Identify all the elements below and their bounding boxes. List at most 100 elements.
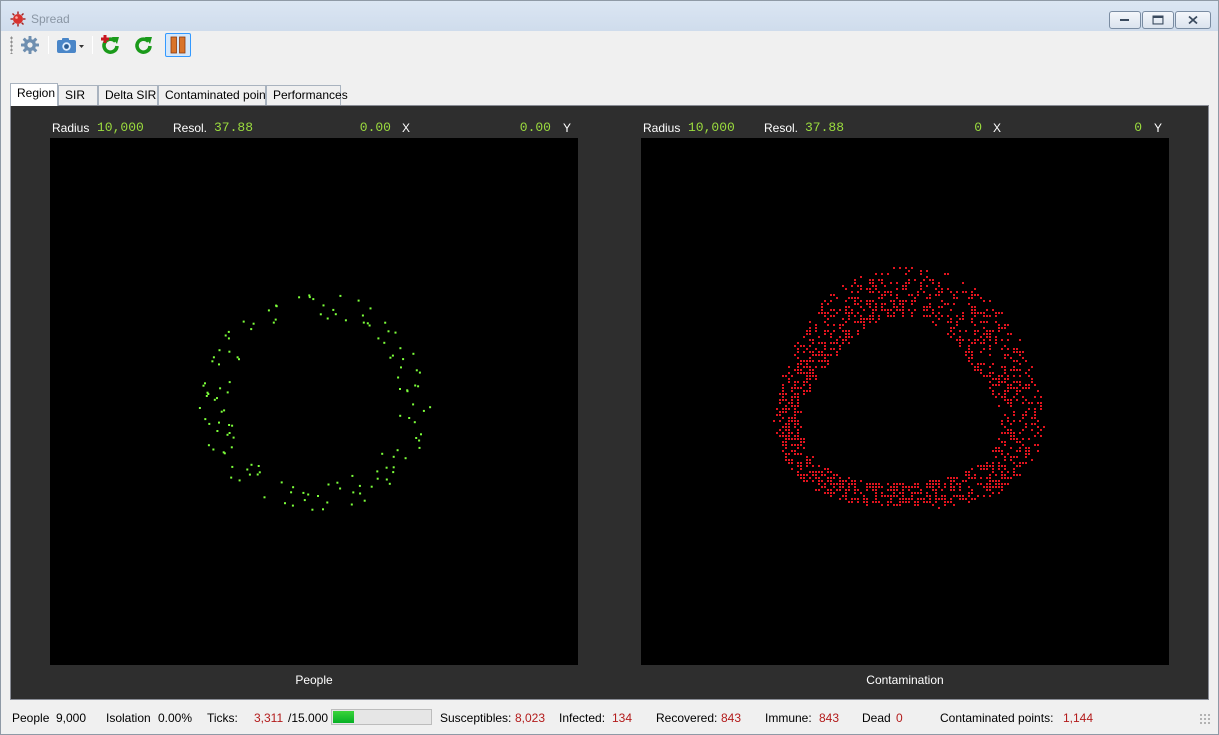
contaminated-cell <box>899 492 901 494</box>
contaminated-cell <box>842 495 844 497</box>
reset-new-button[interactable] <box>98 33 124 57</box>
contaminated-cell <box>905 273 907 275</box>
contaminated-cell <box>806 330 808 332</box>
contaminated-cell <box>875 306 877 308</box>
contaminated-cell <box>944 498 946 500</box>
tab-sir[interactable]: SIR <box>58 85 98 105</box>
contaminated-cell <box>854 300 856 302</box>
contaminated-cell <box>977 294 979 296</box>
contaminated-cell <box>989 366 991 368</box>
minimize-button[interactable] <box>1109 11 1141 29</box>
contaminated-cell <box>1004 354 1006 356</box>
contaminated-cell <box>908 309 910 311</box>
contaminated-cell <box>911 486 913 488</box>
toolbar <box>4 31 1214 59</box>
contaminated-cell <box>986 462 988 464</box>
contaminated-cell <box>908 498 910 500</box>
contaminated-cell <box>1019 381 1021 383</box>
contaminated-cell <box>794 423 796 425</box>
immune-label: Immune: <box>765 711 812 725</box>
contaminated-cell <box>1007 348 1009 350</box>
contaminated-cell <box>788 435 790 437</box>
settings-button[interactable] <box>17 33 43 57</box>
contaminated-cell <box>854 489 856 491</box>
tab-contaminated-points[interactable]: Contaminated points <box>158 85 275 105</box>
person-dot <box>418 439 421 442</box>
contaminated-cell <box>935 294 937 296</box>
contaminated-cell <box>1037 444 1039 446</box>
contaminated-cell <box>989 486 991 488</box>
contaminated-cell <box>788 462 790 464</box>
resize-grip[interactable] <box>1199 713 1211 725</box>
contaminated-cell <box>980 477 982 479</box>
contaminated-cell <box>956 321 958 323</box>
contaminated-cell <box>833 309 835 311</box>
contaminated-cell <box>968 471 970 473</box>
contaminated-cell <box>950 501 952 503</box>
screenshot-dropdown-button[interactable] <box>55 33 87 57</box>
contaminated-cell <box>824 486 826 488</box>
contaminated-cell <box>887 489 889 491</box>
contaminated-cell <box>821 342 823 344</box>
contaminated-cell <box>845 288 847 290</box>
contaminated-cell <box>833 492 835 494</box>
restart-button[interactable] <box>131 33 157 57</box>
contaminated-cell <box>875 321 877 323</box>
contaminated-cell <box>896 489 898 491</box>
contaminated-cell <box>797 411 799 413</box>
contaminated-cell <box>875 486 877 488</box>
contaminated-cell <box>1016 399 1018 401</box>
contaminated-cell <box>959 486 961 488</box>
contaminated-cell <box>983 495 985 497</box>
tab-performances[interactable]: Performances <box>266 85 348 105</box>
contaminated-cell <box>956 315 958 317</box>
person-dot <box>319 313 322 316</box>
person-dot <box>322 304 325 307</box>
contaminated-cell <box>917 492 919 494</box>
contaminated-cell <box>839 336 841 338</box>
contaminated-cell <box>1022 396 1024 398</box>
title-bar[interactable]: Spread <box>1 1 1218 31</box>
contaminated-cell <box>920 273 922 275</box>
tab-delta-sir[interactable]: Delta SIR <box>98 85 158 105</box>
contaminated-cell <box>971 351 973 353</box>
pause-button[interactable] <box>165 33 191 57</box>
contaminated-cell <box>980 468 982 470</box>
people-plot[interactable] <box>50 138 578 665</box>
contaminated-cell <box>797 465 799 467</box>
recovered-value: 843 <box>721 711 742 725</box>
contaminated-cell <box>800 363 802 365</box>
contaminated-cell <box>1007 375 1009 377</box>
contaminated-cell <box>875 273 877 275</box>
restore-button[interactable] <box>1142 11 1174 29</box>
contaminated-cell <box>974 333 976 335</box>
toolbar-grip[interactable] <box>10 36 13 54</box>
contamination-plot[interactable] <box>641 138 1169 665</box>
contaminated-cell <box>935 495 937 497</box>
contaminated-cell <box>950 318 952 320</box>
contaminated-cell <box>836 297 838 299</box>
contaminated-cell <box>926 306 928 308</box>
contaminated-cell <box>818 312 820 314</box>
contaminated-cell <box>989 495 991 497</box>
contaminated-cell <box>788 366 790 368</box>
contaminated-cell <box>938 312 940 314</box>
contaminated-cell <box>875 285 877 287</box>
contaminated-cell <box>959 345 961 347</box>
contaminated-cell <box>884 309 886 311</box>
contaminated-cell <box>806 459 808 461</box>
person-dot <box>392 466 395 469</box>
contaminated-cell <box>1019 369 1021 371</box>
contaminated-cell <box>797 435 799 437</box>
contaminated-cell <box>788 378 790 380</box>
contaminated-cell <box>1028 450 1030 452</box>
contaminated-cell <box>1031 417 1033 419</box>
tab-region[interactable]: Region <box>10 83 58 106</box>
contaminated-cell <box>1007 420 1009 422</box>
contamination-grid <box>773 267 1045 509</box>
contaminated-cell <box>854 315 856 317</box>
contaminated-cell <box>815 366 817 368</box>
close-button[interactable] <box>1175 11 1211 29</box>
contaminated-cell <box>992 390 994 392</box>
contaminated-cell <box>809 321 811 323</box>
